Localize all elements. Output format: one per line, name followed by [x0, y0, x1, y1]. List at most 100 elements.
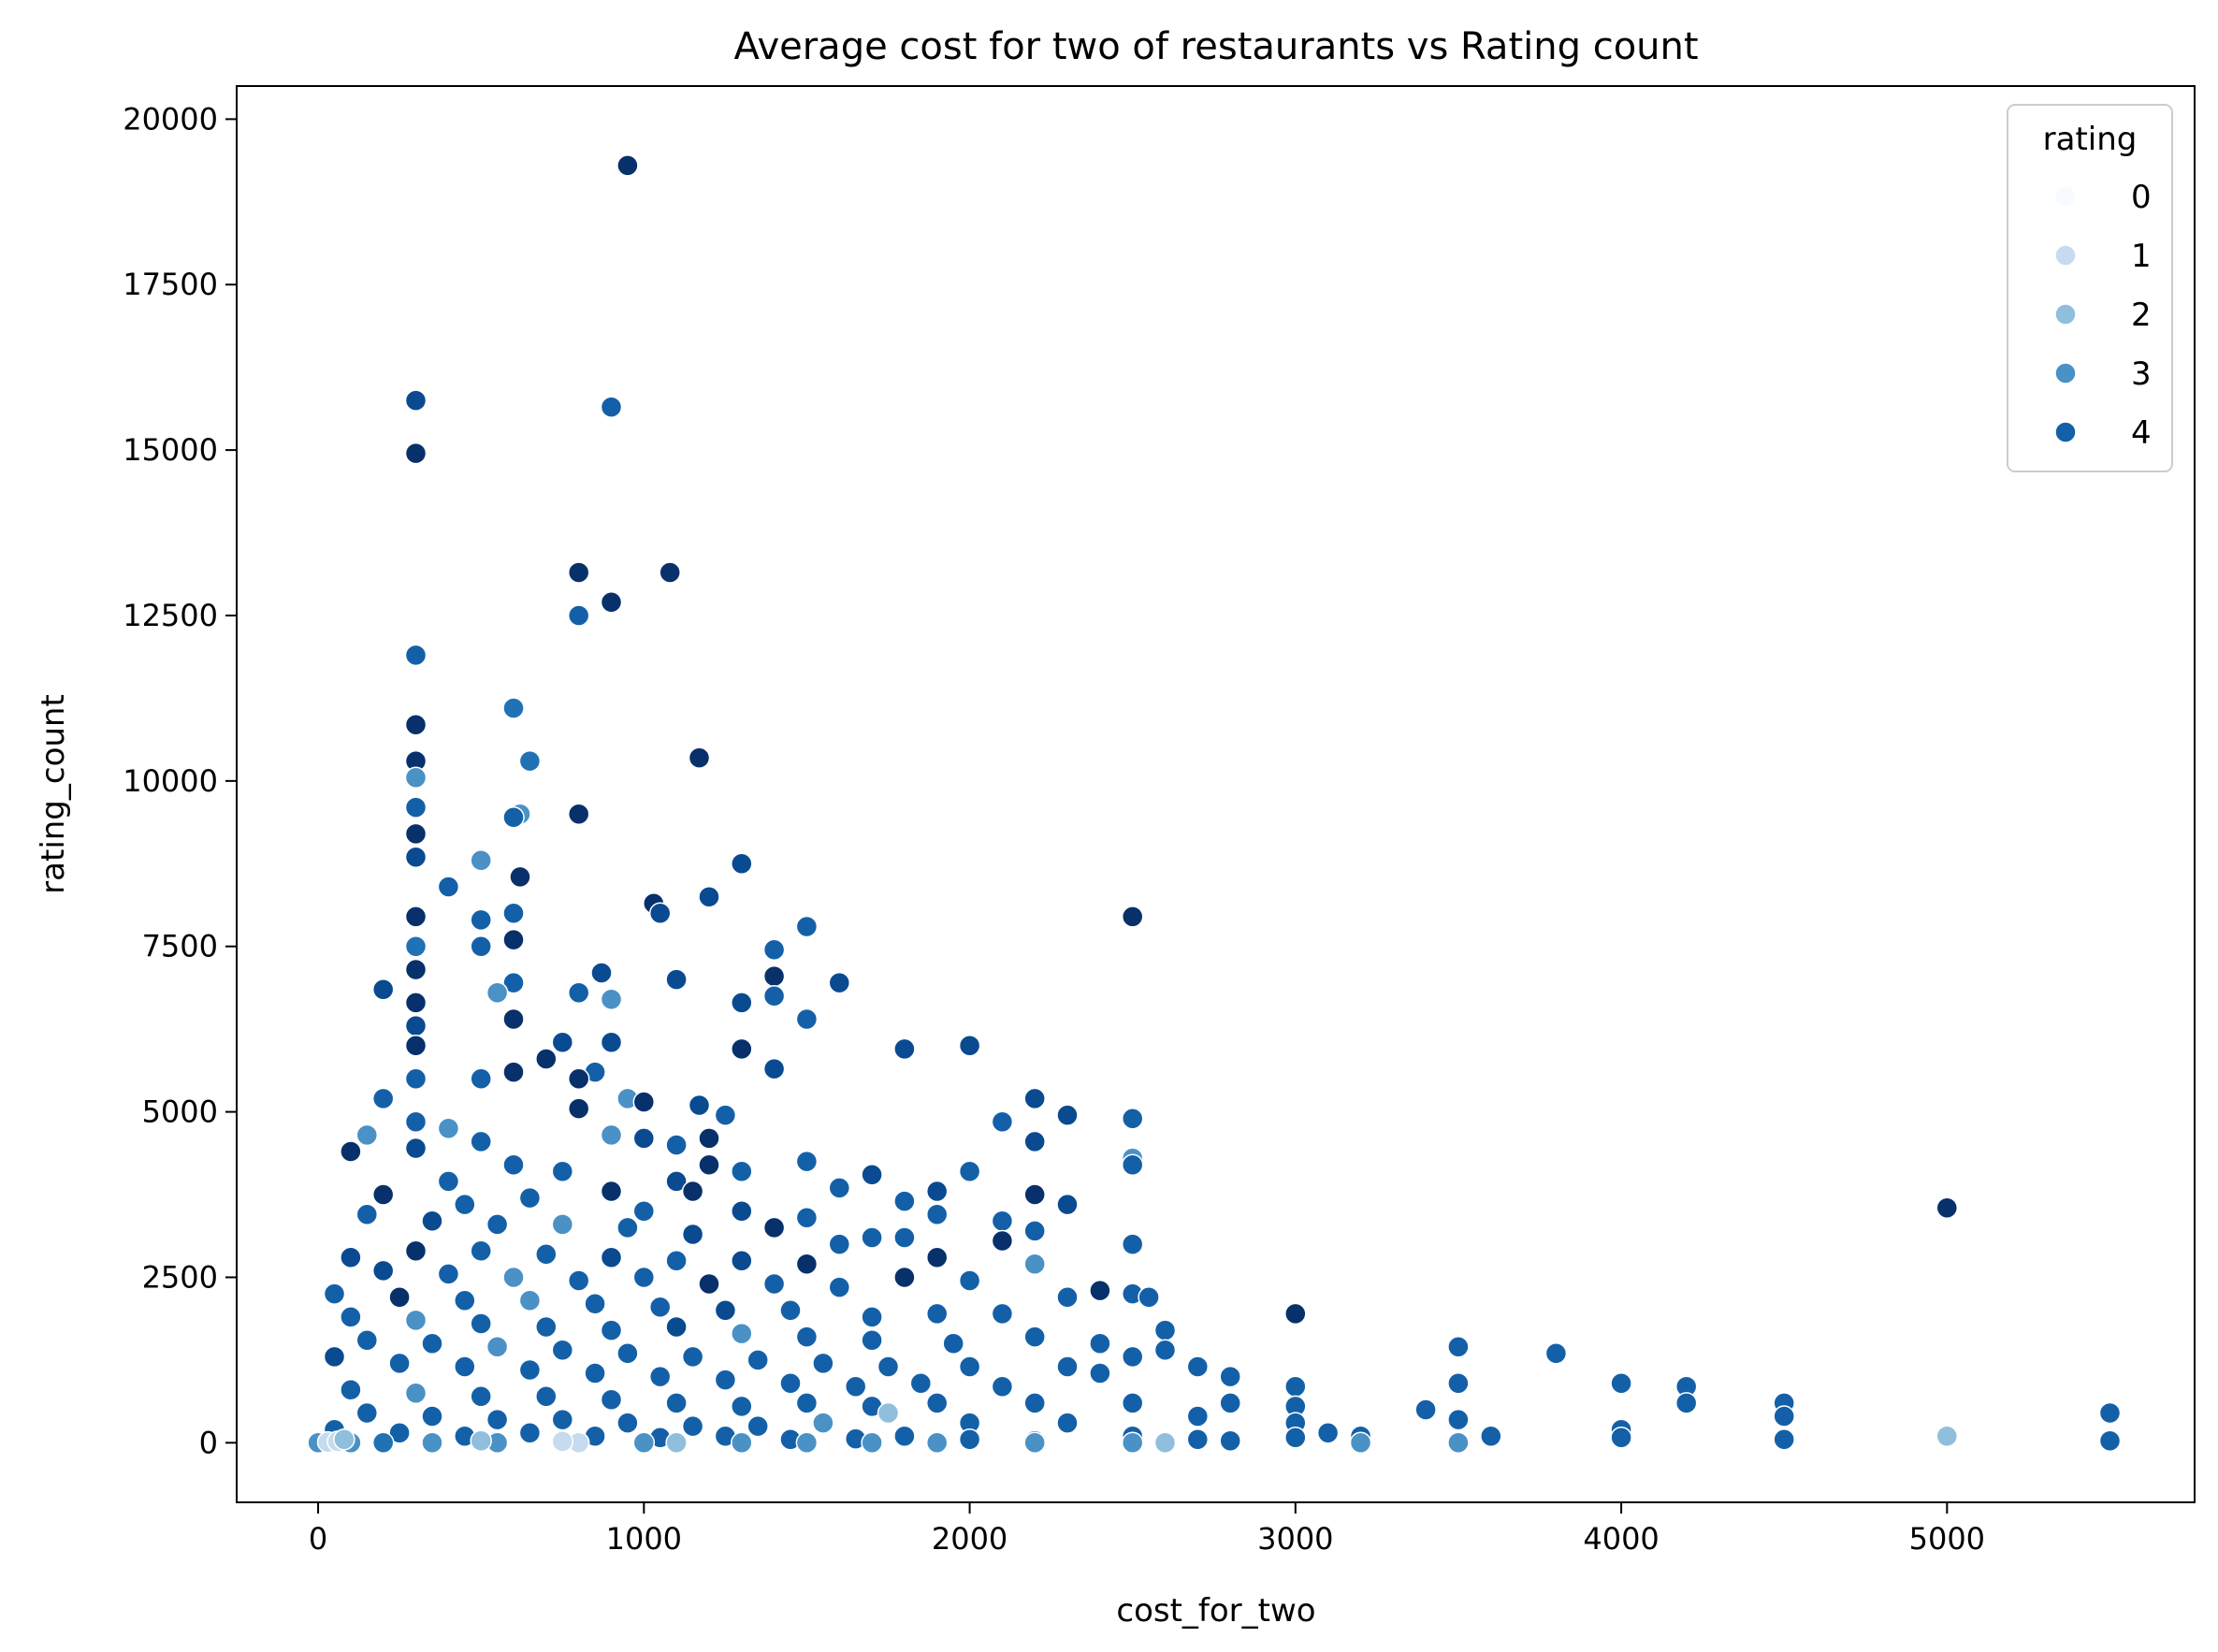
- data-point: [665, 1315, 688, 1339]
- data-point: [600, 1180, 623, 1203]
- data-point: [893, 1190, 916, 1212]
- data-point: [1138, 1285, 1160, 1309]
- data-point: [404, 935, 428, 958]
- data-point: [779, 1371, 802, 1395]
- data-point: [877, 1355, 900, 1378]
- x-tick-label: 3000: [1257, 1521, 1333, 1557]
- data-point: [1121, 1233, 1144, 1255]
- data-point: [470, 1067, 492, 1090]
- data-point: [404, 1014, 428, 1037]
- data-point: [1349, 1431, 1372, 1455]
- data-point: [340, 1306, 362, 1328]
- data-point: [1023, 1431, 1046, 1455]
- data-point: [371, 1087, 395, 1110]
- chart-title: Average cost for two of restaurants vs R…: [733, 25, 1698, 68]
- data-point: [551, 1213, 574, 1236]
- data-point: [1284, 1375, 1307, 1398]
- data-point: [470, 1239, 492, 1262]
- data-point: [665, 1431, 688, 1455]
- x-tick-label: 2000: [932, 1521, 1008, 1557]
- data-point: [340, 1140, 362, 1163]
- data-point: [812, 1412, 834, 1434]
- data-point: [584, 1362, 606, 1384]
- data-point: [600, 1123, 623, 1147]
- data-point: [404, 992, 428, 1014]
- data-point: [2098, 1429, 2122, 1452]
- legend-marker: [2054, 303, 2077, 326]
- data-point: [762, 964, 786, 988]
- data-point: [1186, 1428, 1210, 1451]
- data-point: [731, 852, 753, 876]
- data-point: [762, 985, 786, 1007]
- data-point: [437, 1170, 460, 1193]
- data-point: [861, 1328, 883, 1352]
- data-point: [404, 796, 428, 819]
- y-tick-label: 15000: [123, 432, 218, 468]
- x-tick-label: 4000: [1583, 1521, 1659, 1557]
- data-point: [861, 1164, 883, 1186]
- data-point: [421, 1405, 443, 1427]
- data-point: [454, 1193, 476, 1216]
- x-tick-label: 0: [309, 1521, 327, 1557]
- data-point: [567, 803, 590, 825]
- data-point: [893, 1266, 916, 1289]
- legend-label: 3: [2131, 355, 2152, 393]
- data-point: [1316, 1421, 1340, 1444]
- legend-title: rating: [2043, 121, 2138, 158]
- data-point: [632, 1431, 656, 1455]
- data-point: [795, 1253, 819, 1276]
- data-point: [795, 1326, 819, 1348]
- data-point: [1023, 1183, 1046, 1206]
- data-point: [600, 396, 623, 418]
- data-point: [340, 1378, 362, 1401]
- data-point: [731, 1037, 753, 1061]
- data-point: [795, 1007, 819, 1031]
- data-point: [958, 1355, 981, 1378]
- data-point: [681, 1345, 704, 1369]
- data-point: [616, 1216, 639, 1239]
- data-point: [893, 1425, 916, 1448]
- legend-label: 1: [2131, 238, 2152, 275]
- data-point: [747, 1414, 769, 1438]
- x-tick-label: 1000: [606, 1521, 682, 1557]
- data-point: [1121, 1431, 1144, 1455]
- data-point: [925, 1180, 949, 1203]
- data-point: [437, 1117, 460, 1140]
- data-point: [518, 1421, 542, 1444]
- data-point: [421, 1332, 443, 1355]
- data-point: [714, 1104, 737, 1126]
- data-point: [470, 1130, 492, 1153]
- data-point: [404, 958, 428, 981]
- data-point: [1153, 1319, 1177, 1341]
- data-point: [925, 1392, 949, 1414]
- data-point: [502, 902, 525, 925]
- data-point: [698, 1153, 720, 1176]
- data-point: [648, 902, 672, 925]
- data-point: [470, 1385, 492, 1408]
- plot-area-frame: [236, 85, 2196, 1503]
- data-point: [388, 1421, 411, 1444]
- data-point: [470, 908, 492, 932]
- data-point: [600, 1319, 623, 1341]
- data-point: [355, 1328, 379, 1352]
- legend-marker: [2054, 362, 2077, 384]
- data-point: [762, 938, 786, 962]
- legend-marker: [2054, 244, 2077, 267]
- data-point: [518, 749, 542, 773]
- data-point: [958, 1269, 981, 1292]
- data-point: [795, 1150, 819, 1173]
- data-point: [795, 1207, 819, 1229]
- data-point: [421, 1431, 443, 1455]
- data-point: [762, 1272, 786, 1296]
- x-axis-label: cost_for_two: [1116, 1592, 1315, 1630]
- data-point: [470, 1312, 492, 1335]
- data-point: [333, 1428, 355, 1451]
- data-point: [371, 1431, 395, 1455]
- data-point: [404, 846, 428, 868]
- x-axis-ticks: 0 1000 2000 3000 4000 5000: [309, 1502, 1985, 1557]
- legend: rating 0 1 2 3 4: [2007, 104, 2173, 472]
- y-tick-label: 7500: [142, 929, 218, 964]
- data-point: [747, 1349, 769, 1371]
- data-point: [502, 806, 525, 829]
